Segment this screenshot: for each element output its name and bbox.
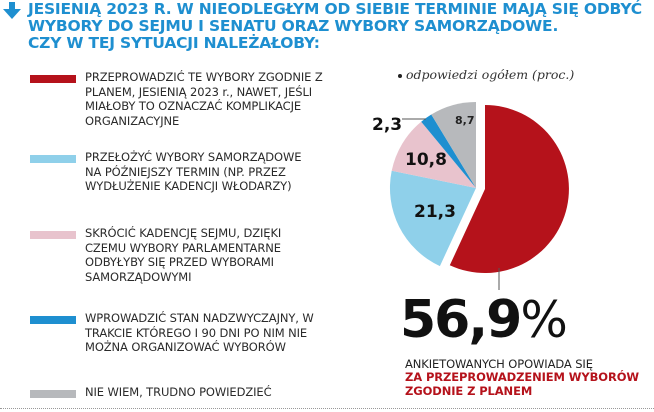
highlight-number: 56,9 — [400, 290, 522, 350]
highlight-caption: ANKIETOWANYCH OPOWIADA SIĘ — [405, 357, 593, 371]
legend-label: NIE WIEM, TRUDNO POWIEDZIEĆ — [85, 385, 272, 399]
legend-label: PRZEŁOŻYĆ WYBORY SAMORZĄDOWE NA PÓŹNIEJS… — [85, 150, 302, 193]
label-postpone: 21,3 — [414, 202, 456, 222]
percent-sign: % — [520, 291, 567, 349]
pie-slice-postpone — [389, 170, 476, 267]
legend-swatch — [30, 155, 76, 163]
pie-slice-emergency — [421, 114, 476, 188]
title-line: WYBORY DO SEJMU I SENATU ORAZ WYBORY SAM… — [28, 17, 559, 35]
pie-slice-plan — [449, 105, 569, 273]
legend-label: SKRÓCIĆ KADENCJĘ SEJMU, DZIĘKI CZEMU WYB… — [85, 226, 282, 284]
chart-subtitle: odpowiedzi ogółem (proc.) — [398, 67, 574, 82]
legend-swatch — [30, 231, 76, 239]
pie-slice-shorten — [391, 121, 476, 188]
legend-swatch — [30, 75, 76, 83]
pie-slice-dontknow — [431, 101, 476, 188]
highlight-value: 56,9% — [400, 290, 568, 350]
legend-label: PRZEPROWADZIĆ TE WYBORY ZGODNIE Z PLANEM… — [85, 70, 323, 128]
title-line: CZY W TEJ SYTUACJI NALEŻAŁOBY: — [28, 34, 320, 52]
legend-label: WPROWADZIĆ STAN NADZWYCZAJNY, W TRAKCIE … — [85, 311, 314, 354]
chart-title: JESIENIĄ 2023 R. W NIEODLEGŁYM OD SIEBIE… — [28, 1, 648, 52]
bottom-divider — [0, 408, 654, 409]
legend-swatch — [30, 316, 76, 324]
label-dontknow: 8,7 — [455, 114, 475, 127]
arrow-down-icon — [3, 2, 21, 19]
title-line: JESIENIĄ 2023 R. W NIEODLEGŁYM OD SIEBIE… — [28, 0, 642, 18]
highlight-caption-emphasis: ZA PRZEPROWADZENIEM WYBORÓW ZGODNIE Z PL… — [405, 370, 639, 398]
bullet-icon — [398, 73, 402, 78]
legend-swatch — [30, 390, 76, 398]
subtitle-text: odpowiedzi ogółem (proc.) — [406, 67, 575, 82]
label-shorten: 10,8 — [405, 150, 447, 170]
label-emergency: 2,3 — [372, 115, 402, 135]
